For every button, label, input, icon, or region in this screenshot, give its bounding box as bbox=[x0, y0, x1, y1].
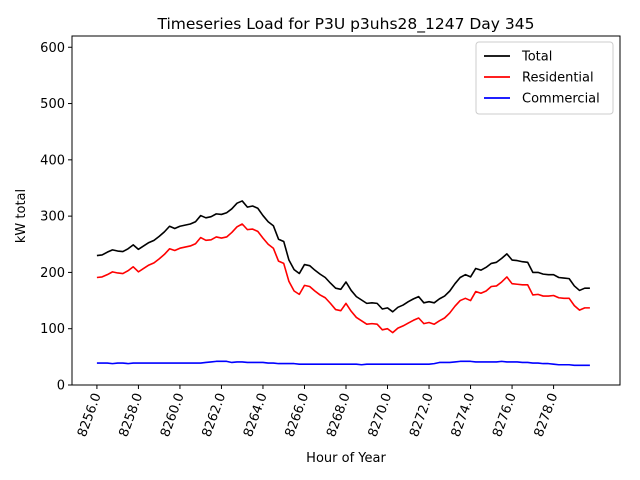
legend: Total Residential Commercial bbox=[475, 41, 614, 115]
legend-label-commercial: Commercial bbox=[522, 92, 600, 107]
x-axis-label: Hour of Year bbox=[306, 451, 386, 466]
legend-box bbox=[475, 41, 614, 115]
y-tick-label: 500 bbox=[40, 97, 65, 112]
y-tick-label: 200 bbox=[40, 266, 65, 281]
series-line-residential bbox=[96, 223, 590, 334]
legend-label-total: Total bbox=[521, 50, 552, 65]
series-line-total bbox=[96, 200, 590, 313]
y-axis-label: kW total bbox=[14, 189, 29, 243]
y-tick-label: 300 bbox=[40, 210, 65, 225]
y-tick-label: 400 bbox=[40, 153, 65, 168]
legend-label-residential: Residential bbox=[522, 71, 594, 86]
y-tick-label: 100 bbox=[40, 322, 65, 337]
y-tick-label: 600 bbox=[40, 41, 65, 56]
chart-title: Timeseries Load for P3U p3uhs28_1247 Day… bbox=[157, 15, 535, 34]
y-tick-label: 0 bbox=[57, 379, 65, 394]
series-line-commercial bbox=[96, 360, 590, 367]
series-layer bbox=[96, 200, 590, 367]
y-axis: 0 100 200 300 400 500 600 bbox=[40, 41, 72, 394]
